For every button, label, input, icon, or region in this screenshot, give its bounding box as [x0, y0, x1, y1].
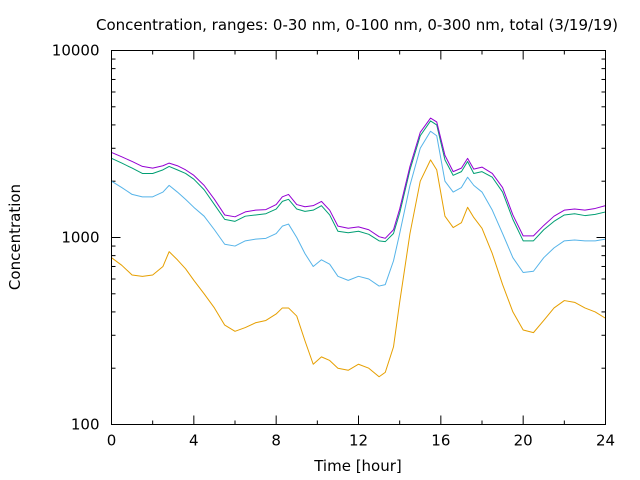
- plot-frame: [111, 50, 606, 425]
- x-tick-label: 12: [349, 432, 368, 450]
- x-tick-label: 4: [189, 432, 199, 450]
- x-axis-label: Time [hour]: [313, 457, 402, 475]
- series-line-3: [111, 120, 606, 243]
- tick-marks: [111, 50, 606, 425]
- series-line-1: [111, 159, 606, 378]
- tick-labels: 0 4 8 12 16 20 24 100 1000 10000: [52, 42, 615, 450]
- series-line-2: [111, 130, 606, 287]
- x-tick-label: 8: [271, 432, 281, 450]
- x-tick-label: 20: [514, 432, 533, 450]
- y-tick-label: 100: [71, 416, 100, 434]
- x-tick-label: 24: [596, 432, 615, 450]
- y-tick-label: 10000: [52, 42, 100, 60]
- chart-title: Concentration, ranges: 0-30 nm, 0-100 nm…: [96, 16, 618, 34]
- x-tick-label: 0: [107, 432, 117, 450]
- y-tick-label: 1000: [61, 229, 99, 247]
- series-layer: [111, 117, 606, 378]
- series-line-4: [111, 117, 606, 239]
- x-tick-label: 16: [431, 432, 450, 450]
- y-axis-label: Concentration: [6, 184, 24, 290]
